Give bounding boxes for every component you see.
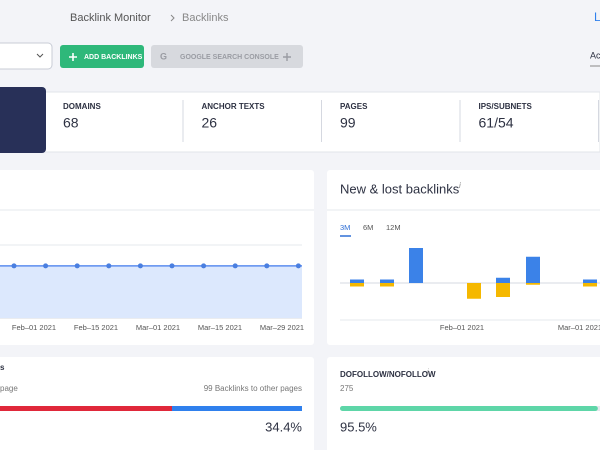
stat-value: 68 xyxy=(63,115,79,131)
x-tick-label: Mar–15 2021 xyxy=(198,323,242,332)
bar-new xyxy=(350,279,364,283)
bar-lost xyxy=(583,283,597,287)
point xyxy=(106,263,112,269)
info-icon[interactable]: i xyxy=(459,181,461,190)
point xyxy=(74,263,80,269)
g-icon: G xyxy=(160,51,167,61)
bar-new xyxy=(583,279,597,283)
stat-label: DOMAINS xyxy=(63,102,101,111)
card xyxy=(327,170,600,345)
stat-value: 61/54 xyxy=(479,115,514,131)
card xyxy=(327,357,600,450)
stat-label: PAGES xyxy=(340,102,368,111)
gsc-button[interactable] xyxy=(151,45,303,68)
stat-label: ANCHOR TEXTS xyxy=(202,102,266,111)
x-tick-label: Mar–01 2021 xyxy=(558,323,600,332)
bar-new xyxy=(409,248,423,283)
x-tick-label: Feb–15 2021 xyxy=(74,323,118,332)
stat-label: IPS/SUBNETS xyxy=(479,102,533,111)
x-tick-label: Mar–29 2021 xyxy=(260,323,304,332)
point xyxy=(232,263,238,269)
card xyxy=(0,170,314,345)
button-label: ADD BACKLINKS xyxy=(84,54,143,61)
caption: 99 Backlinks to other pages xyxy=(204,384,302,393)
plus-icon xyxy=(283,53,291,61)
dropdown[interactable] xyxy=(0,42,53,70)
progress-fill xyxy=(171,406,302,411)
progress-track xyxy=(0,406,302,411)
bar-new xyxy=(496,277,510,283)
point xyxy=(264,263,270,269)
card-title: DOFOLLOW/NOFOLLOW xyxy=(340,370,436,379)
x-tick-label: Feb–01 2021 xyxy=(440,323,484,332)
caption: page xyxy=(0,384,18,393)
bar-lost xyxy=(496,283,510,297)
tab[interactable]: 3M xyxy=(340,223,350,232)
button-label: GOOGLE SEARCH CONSOLE xyxy=(180,54,279,61)
point xyxy=(137,263,143,269)
breadcrumb-item: Backlinks xyxy=(182,12,229,24)
card-title: New & lost backlinks xyxy=(340,181,460,196)
bar-lost xyxy=(467,283,481,299)
breadcrumb-item[interactable]: Backlink Monitor xyxy=(70,12,151,24)
point xyxy=(169,263,175,269)
point xyxy=(43,263,49,269)
card-title: s xyxy=(0,363,5,372)
x-tick-label: Mar–01 2021 xyxy=(136,323,180,332)
caption: 275 xyxy=(340,384,354,393)
chevron xyxy=(36,53,44,58)
info-icon[interactable]: i xyxy=(427,369,429,376)
stat-value: 26 xyxy=(202,115,218,131)
bar-new xyxy=(380,279,394,283)
point xyxy=(11,263,17,269)
breadcrumb-separator xyxy=(170,14,175,22)
link[interactable]: L xyxy=(594,10,600,24)
progress-fill xyxy=(340,406,598,411)
bar-lost xyxy=(350,283,364,287)
add-button[interactable] xyxy=(60,45,144,68)
point xyxy=(295,263,301,269)
area xyxy=(0,265,302,318)
plus-icon xyxy=(69,53,77,61)
tab[interactable]: 12M xyxy=(386,223,401,232)
dark-panel xyxy=(0,87,46,153)
stats-bar xyxy=(0,91,600,153)
bar-lost xyxy=(380,283,394,287)
card xyxy=(0,357,314,450)
x-tick-label: Feb–01 2021 xyxy=(12,323,56,332)
label: Ac xyxy=(590,50,600,60)
bar-lost xyxy=(526,283,540,285)
tab[interactable]: 6M xyxy=(363,223,373,232)
bar-new xyxy=(526,256,540,283)
percent: 95.5% xyxy=(340,419,377,434)
percent: 34.4% xyxy=(265,419,302,434)
point xyxy=(201,263,207,269)
stat-value: 99 xyxy=(340,115,356,131)
